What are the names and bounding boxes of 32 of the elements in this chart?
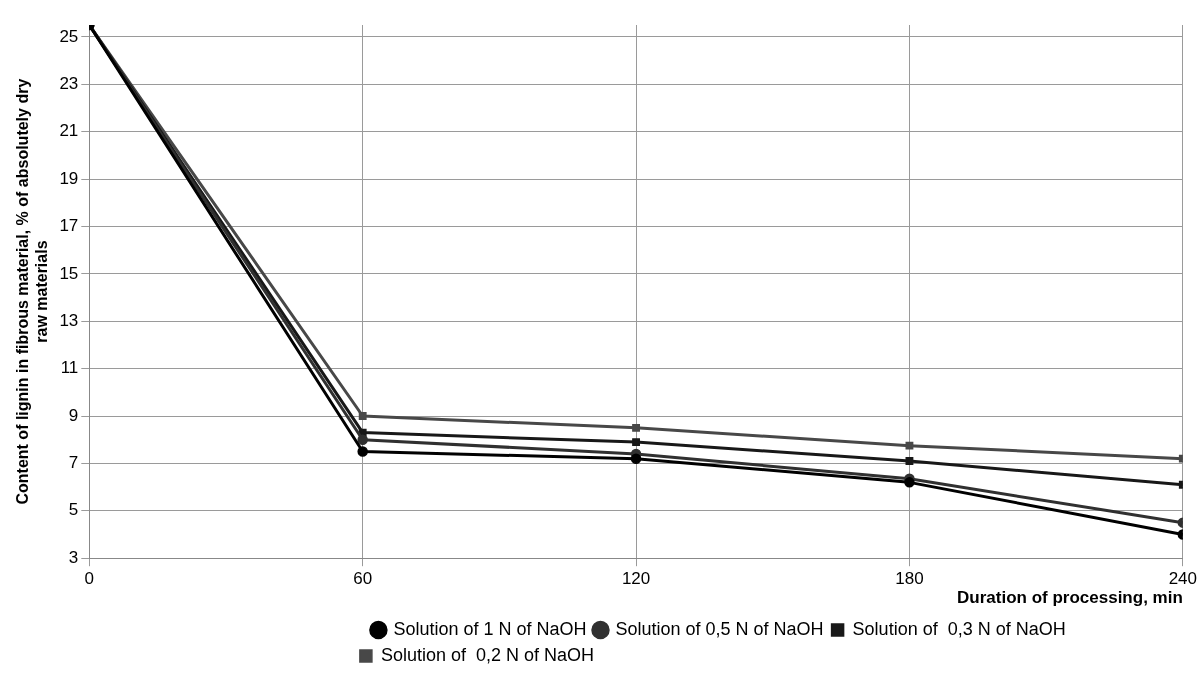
x-tick-label: 240 (1168, 569, 1198, 589)
point (905, 441, 914, 450)
x-tick-label: 180 (895, 569, 924, 589)
point (904, 477, 915, 488)
x-tick-label: 60 (353, 569, 373, 589)
y-axis-title: Content of lignin in fibrous material, % of absolutely dry raw materials (14, 78, 51, 505)
legend-label: Solution of 1 N of NaOH (393, 618, 587, 639)
y-tick-label: 7 (68, 453, 79, 473)
legend-label: Solution of 0,2 N of NaOH (380, 644, 594, 665)
point (630, 453, 642, 464)
point (632, 423, 640, 432)
y-tick-label: 5 (68, 500, 79, 520)
x-tick-label: 120 (621, 569, 651, 589)
y-tick-label: 9 (68, 405, 79, 425)
x-tick-label: 0 (84, 569, 95, 589)
point (357, 446, 368, 457)
y-tick-label: 23 (59, 73, 79, 93)
point (357, 434, 368, 445)
legend-label: Solution of 0,5 N of NaOH (615, 618, 824, 639)
y-tick-label: 25 (59, 26, 79, 46)
point (905, 457, 914, 465)
x-axis-title: Duration of processing, min (957, 588, 1183, 608)
point (632, 438, 640, 447)
point (358, 412, 367, 420)
y-tick-label: 15 (59, 263, 79, 283)
y-tick-label: 21 (59, 121, 79, 141)
y-tick-label: 3 (68, 547, 79, 567)
y-tick-label: 13 (59, 310, 79, 330)
y-tick-label: 19 (59, 168, 79, 188)
y-tick-label: 17 (59, 216, 79, 236)
y-tick-label: 11 (60, 358, 79, 378)
legend-label: Solution of 0,3 N of NaOH (852, 618, 1066, 639)
